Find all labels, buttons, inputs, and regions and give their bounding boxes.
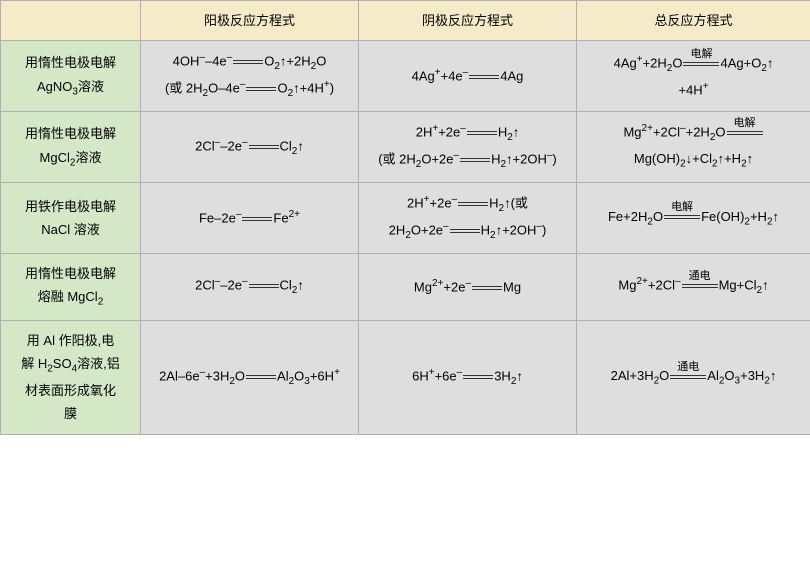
cathode-cell: 4Ag++4e–4Ag (359, 41, 577, 112)
row-label: 用惰性电极电解 MgCl2溶液 (1, 112, 141, 183)
overall-cell: 2Al+3H2O通电Al2O3+3H2↑ (577, 320, 810, 434)
table-row: 用惰性电极电解 MgCl2溶液 2Cl––2e–Cl2↑ 2H++2e–H2↑ … (1, 112, 810, 183)
anode-cell: 2Al–6e–+3H2OAl2O3+6H+ (141, 320, 359, 434)
overall-cell: Mg2++2Cl–通电Mg+Cl2↑ (577, 253, 810, 320)
row-label-line: 用惰性电极电解 (25, 266, 116, 281)
header-corner (1, 1, 141, 41)
electrolysis-table: 阳极反应方程式 阴极反应方程式 总反应方程式 用惰性电极电解 AgNO3溶液 4… (0, 0, 810, 435)
reaction-condition: 通电 (670, 361, 706, 373)
overall-cell: 4Ag++2H2O电解4Ag+O2↑+4H+ (577, 41, 810, 112)
row-label: 用铁作电极电解 NaCl 溶液 (1, 183, 141, 254)
row-label-line: 用铁作电极电解 (25, 199, 116, 214)
row-label-line: 用惰性电极电解 (25, 55, 116, 70)
row-label: 用惰性电极电解 AgNO3溶液 (1, 41, 141, 112)
anode-cell: 4OH––4e–O2↑+2H2O (或 2H2O–4e–O2↑+4H+) (141, 41, 359, 112)
overall-cell: Fe+2H2O电解Fe(OH)2+H2↑ (577, 183, 810, 254)
header-anode: 阳极反应方程式 (141, 1, 359, 41)
reaction-condition: 通电 (682, 270, 718, 282)
reaction-condition: 电解 (727, 117, 763, 129)
cathode-cell: 6H++6e–3H2↑ (359, 320, 577, 434)
anode-cell: 2Cl––2e–Cl2↑ (141, 112, 359, 183)
table-row: 用 Al 作阳极,电解 H2SO4溶液,铝材表面形成氧化膜 2Al–6e–+3H… (1, 320, 810, 434)
cathode-cell: Mg2++2e–Mg (359, 253, 577, 320)
cathode-cell: 2H++2e–H2↑(或 2H2O+2e–H2↑+2OH–) (359, 183, 577, 254)
header-cathode: 阴极反应方程式 (359, 1, 577, 41)
anode-cell: 2Cl––2e–Cl2↑ (141, 253, 359, 320)
row-label: 用 Al 作阳极,电解 H2SO4溶液,铝材表面形成氧化膜 (1, 320, 141, 434)
header-overall: 总反应方程式 (577, 1, 810, 41)
overall-cell: Mg2++2Cl–+2H2O电解 Mg(OH)2↓+Cl2↑+H2↑ (577, 112, 810, 183)
table-row: 用惰性电极电解 AgNO3溶液 4OH––4e–O2↑+2H2O (或 2H2O… (1, 41, 810, 112)
anode-cell: Fe–2e–Fe2+ (141, 183, 359, 254)
row-label-line: 用惰性电极电解 (25, 126, 116, 141)
reaction-condition: 电解 (664, 201, 700, 213)
header-row: 阳极反应方程式 阴极反应方程式 总反应方程式 (1, 1, 810, 41)
table-row: 用惰性电极电解 熔融 MgCl2 2Cl––2e–Cl2↑ Mg2++2e–Mg… (1, 253, 810, 320)
table-row: 用铁作电极电解 NaCl 溶液 Fe–2e–Fe2+ 2H++2e–H2↑(或 … (1, 183, 810, 254)
row-label: 用惰性电极电解 熔融 MgCl2 (1, 253, 141, 320)
reaction-condition: 电解 (683, 48, 719, 60)
cathode-cell: 2H++2e–H2↑ (或 2H2O+2e–H2↑+2OH–) (359, 112, 577, 183)
